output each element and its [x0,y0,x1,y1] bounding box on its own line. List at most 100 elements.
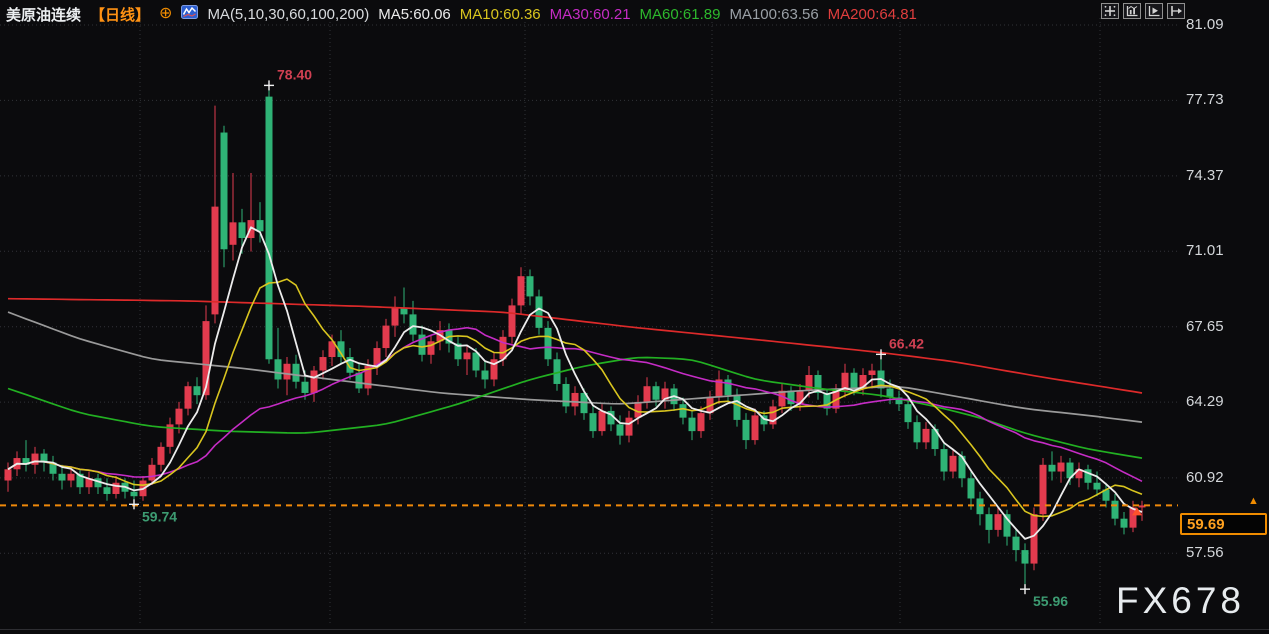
candle[interactable] [1084,469,1092,483]
candle[interactable] [265,96,273,360]
candle[interactable] [301,381,309,393]
candle[interactable] [40,453,48,463]
candle[interactable] [598,410,606,432]
candle[interactable] [175,408,183,425]
pan-right-icon[interactable] [1167,3,1185,19]
candle[interactable] [796,390,804,405]
candle[interactable] [850,372,858,389]
candle[interactable] [4,469,12,481]
candle[interactable] [643,386,651,402]
candle[interactable] [634,401,642,418]
candle[interactable] [904,404,912,423]
candle[interactable] [1102,489,1110,501]
candle[interactable] [409,314,417,335]
candle[interactable] [994,514,1002,530]
candle[interactable] [562,383,570,407]
candle[interactable] [1129,507,1137,528]
candle[interactable] [940,449,948,472]
ma-settings-label[interactable]: MA(5,10,30,60,100,200) [207,5,370,23]
candle[interactable] [157,446,165,465]
candle[interactable] [742,419,750,441]
move-crosshair-icon[interactable] [1101,3,1119,19]
candle[interactable] [814,374,822,393]
candle[interactable] [868,370,876,375]
candle[interactable] [418,334,426,355]
candle[interactable] [463,352,471,360]
candle[interactable] [373,348,381,367]
candle[interactable] [931,428,939,450]
candle[interactable] [112,482,120,494]
candle[interactable] [328,341,336,358]
candle[interactable] [337,341,345,358]
candle[interactable] [454,343,462,360]
candle[interactable] [697,413,705,432]
candle[interactable] [1120,518,1128,528]
candle[interactable] [1111,500,1119,519]
add-indicator-icon[interactable]: ⊕ [159,5,173,22]
candle[interactable] [1075,469,1083,479]
indicator-chart-icon[interactable] [181,5,199,23]
candle[interactable] [607,410,615,425]
candle[interactable] [859,374,867,389]
candle[interactable] [229,222,237,245]
candle[interactable] [22,458,30,465]
candle[interactable] [958,455,966,479]
candle[interactable] [544,327,552,360]
candle[interactable] [184,386,192,409]
candle[interactable] [238,222,246,239]
candle[interactable] [58,473,66,481]
candle[interactable] [967,478,975,499]
candle[interactable] [724,379,732,396]
candle[interactable] [517,276,525,306]
candle[interactable] [616,424,624,436]
candle[interactable] [292,363,300,382]
candle[interactable] [661,388,669,400]
candle[interactable] [202,321,210,396]
candle[interactable] [319,357,327,371]
candle[interactable] [1012,536,1020,551]
candle[interactable] [589,413,597,432]
candle[interactable] [193,386,201,396]
candle[interactable] [481,370,489,380]
candle[interactable] [1057,462,1065,472]
candle[interactable] [1003,514,1011,537]
candle[interactable] [130,491,138,497]
candle[interactable] [571,392,579,407]
play-forward-icon[interactable] [1145,3,1163,19]
candle[interactable] [1048,464,1056,472]
candle[interactable] [382,325,390,349]
candle[interactable] [472,352,480,371]
candle[interactable] [400,307,408,315]
candle[interactable] [733,395,741,420]
fit-chart-icon[interactable] [1123,3,1141,19]
candle[interactable] [949,455,957,472]
candle[interactable] [823,392,831,409]
candle[interactable] [778,390,786,407]
candle[interactable] [985,514,993,530]
candle[interactable] [535,296,543,328]
candle[interactable] [103,487,111,494]
candle[interactable] [1021,550,1029,564]
candle[interactable] [355,372,363,389]
candle[interactable] [1030,514,1038,564]
candle[interactable] [787,390,795,405]
candle[interactable] [310,370,318,393]
candle[interactable] [427,341,435,355]
candle[interactable] [1138,505,1146,508]
candle[interactable] [220,132,228,250]
candle[interactable] [508,305,516,337]
candle[interactable] [922,428,930,443]
candle[interactable] [1066,462,1074,479]
candle[interactable] [346,357,354,373]
period-label[interactable]: 【日线】 [90,6,151,24]
candle[interactable] [913,422,921,443]
candle[interactable] [211,206,219,315]
candle[interactable] [148,464,156,481]
candle[interactable] [1093,482,1101,490]
candle[interactable] [553,359,561,384]
candle[interactable] [769,406,777,425]
candle[interactable] [283,363,291,380]
candle[interactable] [85,478,93,488]
candle[interactable] [751,415,759,441]
